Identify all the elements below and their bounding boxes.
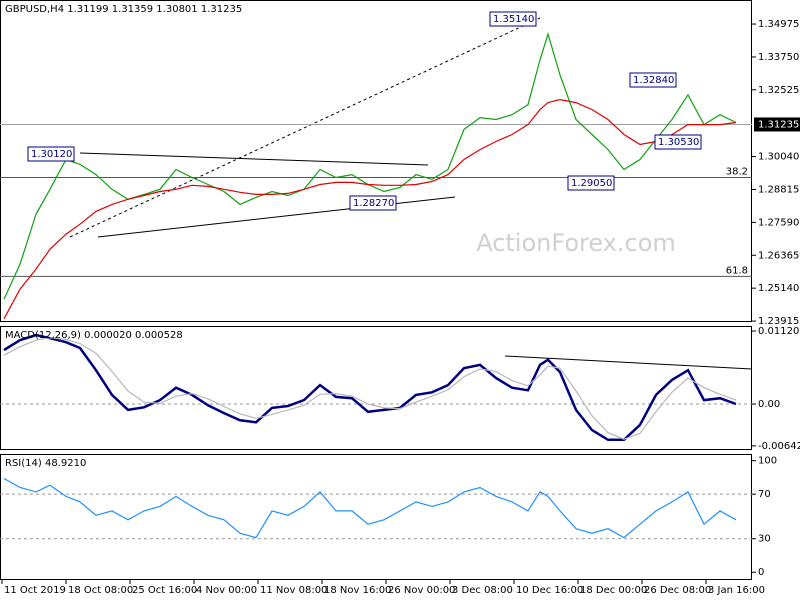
trend-line bbox=[79, 152, 429, 166]
y-tick-label: 1.30040 bbox=[758, 152, 799, 163]
y-tick-label: 1.23915 bbox=[758, 316, 799, 327]
annotation-box bbox=[27, 146, 75, 162]
watermark: ActionForex.com bbox=[476, 229, 676, 257]
y-tick-label: 0 bbox=[758, 567, 764, 578]
x-tick-label: 18 Dec 00:00 bbox=[580, 585, 647, 596]
series-line bbox=[3, 336, 737, 440]
x-tick-label: 25 Oct 16:00 bbox=[132, 585, 197, 596]
annotation-box bbox=[654, 134, 702, 150]
y-tick-label: 1.26365 bbox=[758, 250, 799, 261]
y-tick-label: 1.32525 bbox=[758, 85, 799, 96]
series-line bbox=[3, 98, 737, 320]
trend-line bbox=[504, 355, 753, 370]
x-tick-label: 26 Nov 00:00 bbox=[388, 585, 455, 596]
panel-title: MACD(12,26,9) 0.000020 0.000528 bbox=[5, 330, 183, 341]
last-price-label: 1.31235 bbox=[758, 119, 799, 130]
y-tick-label: 70 bbox=[758, 489, 771, 500]
annotation: 1.28270 bbox=[353, 198, 394, 209]
annotation-box bbox=[489, 11, 537, 27]
fib-label: 61.8 bbox=[726, 265, 748, 276]
x-tick-label: 4 Nov 00:00 bbox=[196, 585, 257, 596]
annotation-box bbox=[349, 195, 397, 211]
annotation-box bbox=[567, 175, 615, 191]
y-tick-label: 1.25140 bbox=[758, 283, 799, 294]
x-tick-label: 11 Nov 08:00 bbox=[260, 585, 327, 596]
annotation: 1.30120 bbox=[31, 149, 72, 160]
annotation: 1.35140 bbox=[493, 14, 534, 25]
annotation-box bbox=[629, 72, 677, 88]
y-tick-label: 0.00 bbox=[758, 399, 780, 410]
panel-frame bbox=[0, 454, 752, 580]
panel-title: RSI(14) 48.9210 bbox=[5, 458, 86, 469]
panel-frame bbox=[0, 0, 752, 322]
y-tick-label: 0.011209 bbox=[758, 326, 800, 337]
x-tick-label: 11 Oct 2019 bbox=[4, 585, 66, 596]
y-tick-label: 1.28815 bbox=[758, 184, 799, 195]
series-line bbox=[3, 333, 737, 442]
panel-title: GBPUSD,H4 1.31199 1.31359 1.30801 1.3123… bbox=[5, 4, 242, 15]
panel-frame bbox=[0, 326, 752, 450]
y-tick-label: 1.27590 bbox=[758, 217, 799, 228]
y-tick-label: 1.33750 bbox=[758, 52, 799, 63]
last-price-box bbox=[754, 117, 800, 132]
y-tick-label: -0.00642 bbox=[758, 441, 800, 452]
x-tick-label: 26 Dec 08:00 bbox=[644, 585, 711, 596]
x-tick-label: 10 Dec 16:00 bbox=[516, 585, 583, 596]
y-tick-label: 1.34975 bbox=[758, 19, 799, 30]
series-line bbox=[3, 32, 737, 300]
annotation: 1.29050 bbox=[571, 178, 612, 189]
trend-line bbox=[69, 17, 541, 238]
y-tick-label: 100 bbox=[758, 456, 777, 467]
fib-label: 38.2 bbox=[726, 167, 748, 178]
series-line bbox=[3, 477, 737, 539]
annotation: 1.32840 bbox=[633, 75, 674, 86]
y-tick-label: 30 bbox=[758, 534, 771, 545]
x-tick-label: 3 Dec 08:00 bbox=[452, 585, 513, 596]
annotation: 1.30530 bbox=[658, 137, 699, 148]
x-tick-label: 18 Nov 16:00 bbox=[324, 585, 391, 596]
x-tick-label: 18 Oct 08:00 bbox=[68, 585, 133, 596]
x-tick-label: 3 Jan 16:00 bbox=[708, 585, 765, 596]
